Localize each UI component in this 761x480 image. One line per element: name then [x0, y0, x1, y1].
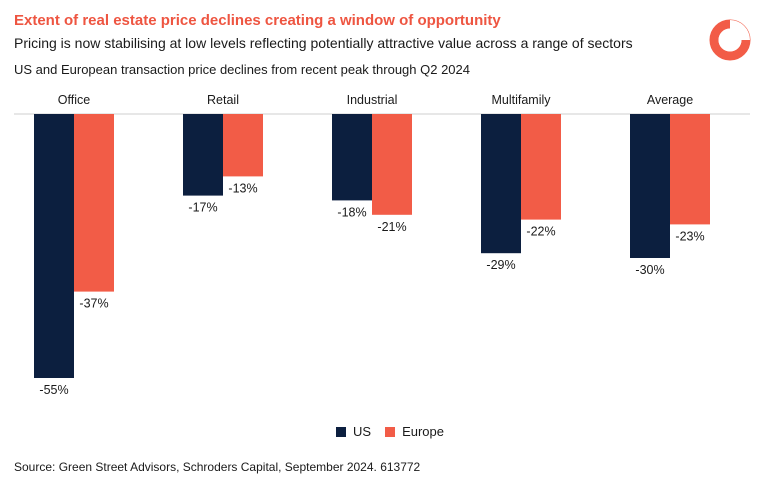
legend-item-europe: Europe — [385, 424, 444, 439]
bar-us-office — [34, 114, 74, 378]
data-label-europe-average: -23% — [675, 229, 704, 243]
category-label-industrial: Industrial — [347, 93, 398, 107]
bar-us-industrial — [332, 114, 372, 201]
chart-description: US and European transaction price declin… — [14, 62, 470, 77]
legend-item-us: US — [336, 424, 371, 439]
chart-title: Extent of real estate price declines cre… — [14, 12, 501, 29]
schroders-logo-icon — [709, 19, 751, 61]
data-label-us-office: -55% — [39, 383, 68, 397]
data-label-europe-industrial: -21% — [377, 220, 406, 234]
category-label-average: Average — [647, 93, 693, 107]
data-label-europe-multifamily: -22% — [526, 225, 555, 239]
data-label-us-average: -30% — [635, 263, 664, 277]
data-label-europe-office: -37% — [79, 297, 108, 311]
chart-subtitle: Pricing is now stabilising at low levels… — [14, 35, 633, 51]
bar-europe-office — [74, 114, 114, 292]
bar-europe-average — [670, 114, 710, 225]
legend: US Europe — [336, 424, 458, 439]
source-note: Source: Green Street Advisors, Schroders… — [14, 460, 421, 474]
legend-label-europe: Europe — [402, 424, 444, 439]
bar-europe-multifamily — [521, 114, 561, 220]
legend-label-us: US — [353, 424, 372, 439]
data-label-europe-retail: -13% — [228, 181, 257, 195]
bar-us-multifamily — [481, 114, 521, 254]
bar-chart: Office -55% -37% Retail -17% -13% Industrial -1… — [14, 93, 750, 397]
bars-layer: Office -55% -37% Retail -17% -13% Industrial -1… — [34, 93, 710, 397]
bar-europe-retail — [223, 114, 263, 177]
legend-swatch-europe — [385, 426, 396, 437]
bar-europe-industrial — [372, 114, 412, 215]
category-label-retail: Retail — [207, 93, 239, 107]
data-label-us-industrial: -18% — [337, 205, 366, 219]
bar-us-retail — [183, 114, 223, 196]
data-label-us-retail: -17% — [188, 201, 217, 215]
category-label-office: Office — [58, 93, 90, 107]
bar-us-average — [630, 114, 670, 258]
data-label-us-multifamily: -29% — [486, 258, 515, 272]
legend-swatch-us — [336, 426, 346, 437]
category-label-multifamily: Multifamily — [491, 93, 551, 107]
